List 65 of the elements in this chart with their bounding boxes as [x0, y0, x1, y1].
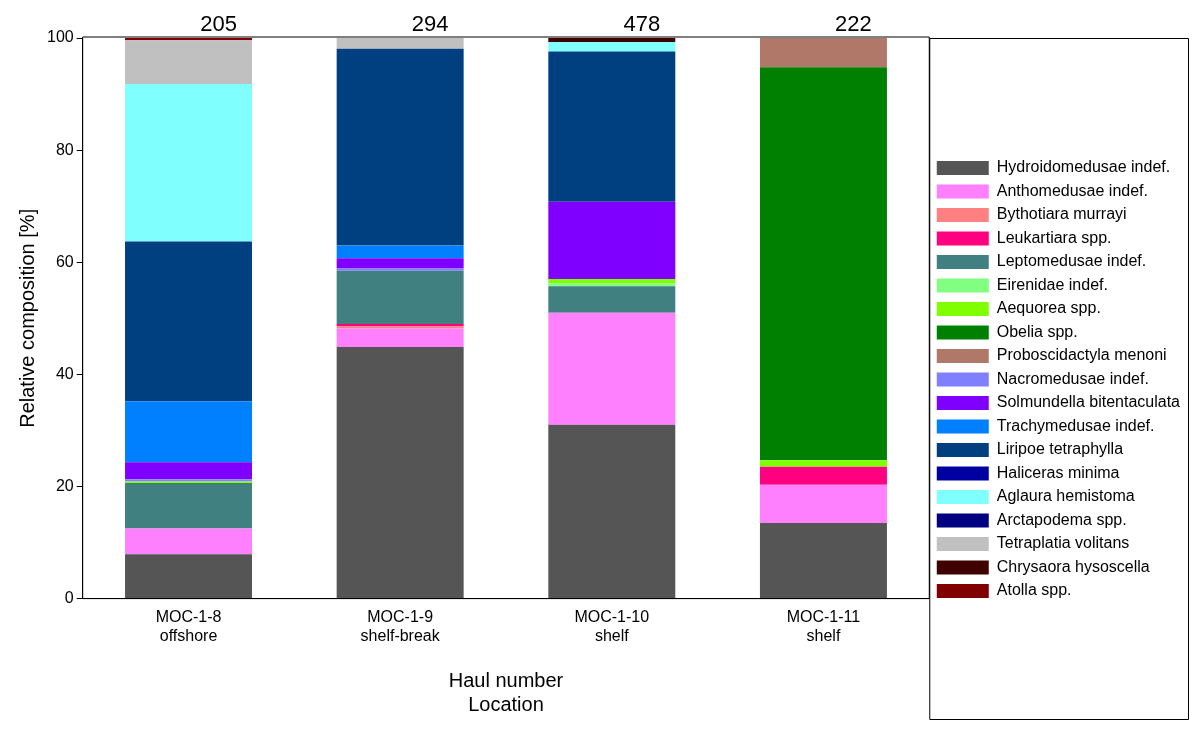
bar [336, 258, 464, 269]
bar [548, 312, 676, 425]
bar [336, 268, 464, 271]
y-axis-title: Relative composition [%] [15, 208, 38, 428]
bar [548, 424, 676, 599]
legend-label: Tetraplatia volitans [996, 534, 1130, 552]
legend-label: Leukartiara spp. [996, 228, 1112, 246]
y-tick-label: 60 [55, 252, 74, 270]
x-axis-title: Haul number Location [448, 668, 564, 715]
legend-label: Hydroidomedusae indef. [996, 158, 1171, 176]
bar [336, 270, 464, 324]
bar [548, 286, 676, 313]
bar [125, 401, 253, 463]
bar [336, 48, 464, 246]
bar [548, 51, 676, 202]
text: 205 [200, 11, 237, 37]
bar [759, 460, 887, 467]
x-tick-label: MOC-1-8 offshore [155, 607, 222, 644]
legend-label: Aglaura hemistoma [996, 487, 1135, 505]
bar [759, 38, 887, 68]
bar [125, 40, 253, 84]
x-tick-label: MOC-1-10 shelf [574, 607, 650, 644]
legend-label: Proboscidactyla menoni [996, 346, 1167, 364]
bar [548, 279, 676, 284]
bar [336, 245, 464, 259]
legend-label: Nacromedusae indef. [996, 369, 1149, 387]
legend-label: Obelia spp. [996, 322, 1078, 340]
legend-label: Leptomedusae indef. [996, 252, 1147, 270]
y-tick-label: 100 [46, 28, 74, 46]
bar [759, 466, 887, 485]
bar [125, 483, 253, 529]
bar [548, 38, 676, 42]
legend-label: Haliceras minima [996, 463, 1120, 481]
x-tick-label: MOC-1-9 shelf-break [360, 607, 441, 644]
bar [759, 484, 887, 523]
bar [548, 41, 676, 52]
bar [125, 462, 253, 480]
bar [336, 38, 464, 49]
bar [759, 67, 887, 461]
y-tick-label: 40 [55, 364, 74, 382]
bar [759, 522, 887, 599]
y-tick-label: 20 [55, 476, 74, 494]
y-tick-label: 0 [64, 589, 74, 607]
text: 222 [835, 11, 872, 37]
bar [125, 241, 253, 402]
legend-label: Atolla spp. [996, 581, 1072, 599]
legend-label: Anthomedusae indef. [996, 181, 1148, 199]
bar [548, 201, 676, 280]
text: 294 [411, 11, 449, 37]
bar [125, 528, 253, 555]
bar [125, 83, 253, 242]
legend-label: Liripoe tetraphylla [996, 440, 1124, 458]
x-tick-label: MOC-1-11 shelf [786, 607, 861, 644]
legend-label: Aequorea spp. [996, 299, 1101, 317]
legend-label: Arctapodema spp. [996, 510, 1127, 528]
legend-label: Solmundella bitentaculata [996, 393, 1181, 411]
legend-label: Bythotiara murrayi [996, 205, 1127, 223]
legend-label: Chrysaora hysoscella [996, 557, 1150, 575]
bar [125, 554, 253, 599]
legend-label: Eirenidae indef. [996, 275, 1108, 293]
bar [336, 328, 464, 347]
text: 478 [623, 11, 661, 37]
y-tick-label: 80 [55, 140, 74, 158]
bar [336, 346, 464, 599]
legend-label: Trachymedusae indef. [996, 416, 1155, 434]
